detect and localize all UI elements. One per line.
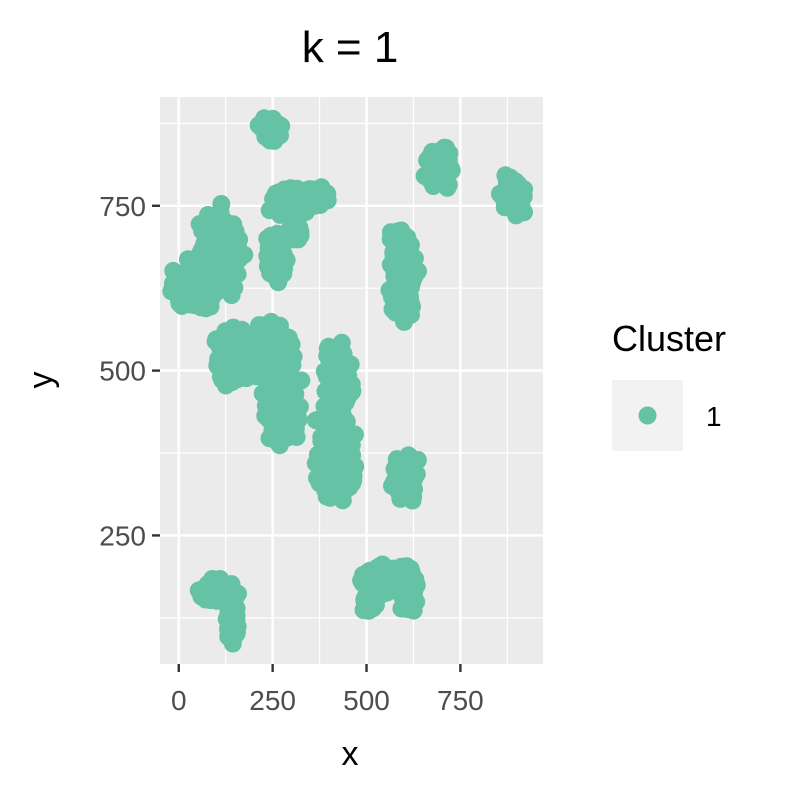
legend: Cluster 1: [612, 318, 726, 451]
scatter-point: [170, 294, 189, 313]
scatter-point: [222, 610, 241, 628]
scatter-point: [332, 409, 351, 428]
y-tick-label: 250: [99, 520, 146, 551]
y-tick-label: 500: [99, 356, 146, 387]
scatter-point: [320, 370, 338, 388]
scatter-point: [220, 256, 239, 275]
scatter-point: [173, 270, 192, 289]
scatter-point: [384, 260, 403, 279]
scatter-point: [269, 193, 288, 212]
scatter-point: [233, 368, 252, 387]
scatter-point: [328, 355, 347, 374]
scatter-point: [212, 240, 231, 259]
data-points: [162, 109, 534, 653]
scatter-point: [275, 246, 293, 264]
scatter-point: [399, 290, 418, 309]
x-axis-title: x: [342, 735, 359, 773]
x-tick-label: 250: [249, 685, 296, 716]
scatter-point: [210, 574, 229, 593]
scatter-point: [401, 599, 420, 618]
scatter-point: [327, 443, 346, 462]
scatter-point: [501, 193, 520, 212]
legend-title: Cluster: [612, 318, 726, 359]
scatter-point: [400, 578, 419, 597]
axes: 0 250 500 750 250 500 750: [99, 191, 483, 716]
scatter-point: [397, 487, 416, 506]
scatter-point: [266, 126, 285, 145]
scatter-point: [219, 351, 238, 370]
scatter-point: [267, 432, 286, 451]
scatter-point: [278, 363, 297, 382]
scatter-point: [442, 159, 460, 178]
x-tick-label: 750: [437, 685, 484, 716]
scatter-point: [266, 259, 285, 278]
scatter-point: [426, 147, 445, 166]
y-tick-label: 750: [99, 191, 146, 222]
scatter-point: [201, 297, 220, 316]
scatter-point: [316, 480, 334, 499]
scatter-point: [277, 410, 296, 429]
scatter-point: [265, 373, 284, 392]
scatter-point: [304, 182, 323, 201]
scatter-point: [286, 396, 305, 415]
scatter-point: [392, 221, 411, 240]
scatter-point: [336, 393, 355, 412]
x-tick-label: 0: [171, 685, 187, 716]
scatter-point: [289, 227, 308, 246]
scatter-point: [358, 563, 377, 582]
scatter-point: [421, 171, 440, 190]
scatter-point: [356, 590, 375, 609]
scatter-point: [190, 215, 209, 234]
scatter-point: [383, 476, 401, 495]
chart-title: k = 1: [302, 23, 399, 72]
scatter-point: [261, 243, 280, 262]
scatter-point: [196, 272, 215, 291]
scatter-point: [395, 235, 414, 254]
legend-key-cluster-1: [638, 406, 657, 425]
scatter-point: [268, 224, 286, 243]
scatter-point: [398, 459, 417, 478]
scatter-point: [326, 467, 345, 486]
scatter-point: [263, 324, 282, 343]
x-tick-label: 500: [343, 685, 390, 716]
legend-label-cluster-1: 1: [706, 401, 722, 432]
scatter-point: [224, 625, 243, 644]
scatter-point: [220, 219, 239, 238]
y-axis-title: y: [22, 372, 60, 389]
